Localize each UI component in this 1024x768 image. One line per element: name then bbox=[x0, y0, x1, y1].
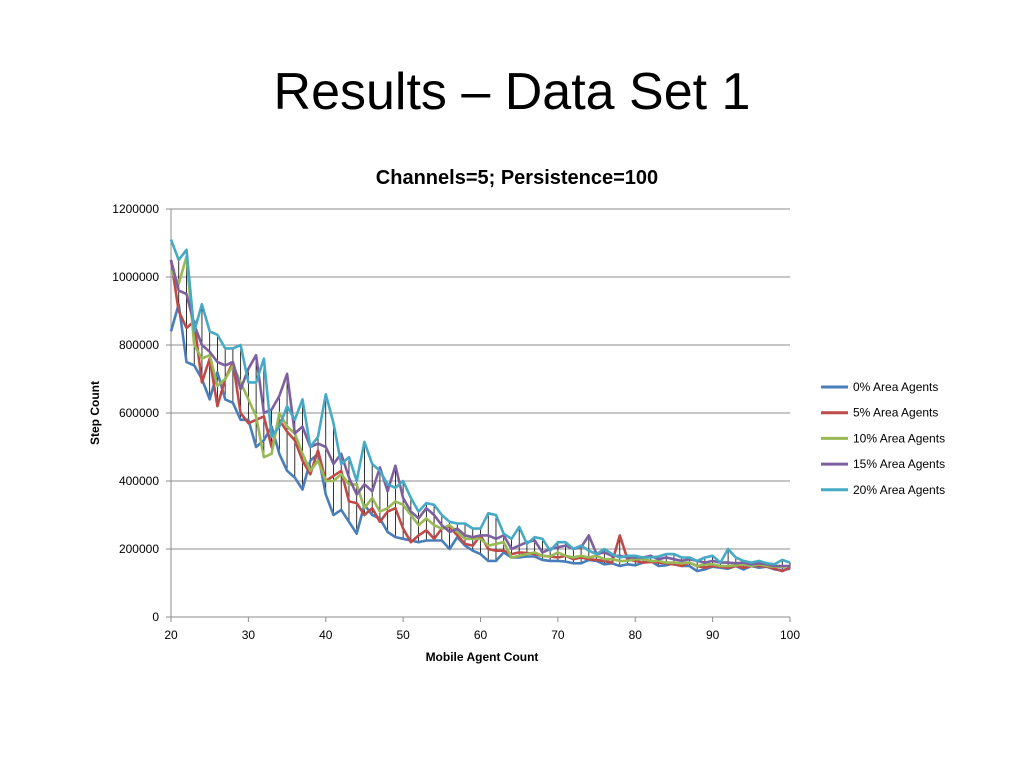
y-tick-label: 200000 bbox=[119, 542, 159, 556]
y-tick-label: 1200000 bbox=[112, 202, 159, 216]
x-tick-label: 100 bbox=[780, 628, 800, 642]
tick-labels: 0 200000 400000 600000 800000 1000000 1200000 2… bbox=[112, 202, 800, 642]
y-tick-label: 1000000 bbox=[112, 270, 159, 284]
y-tick-label: 0 bbox=[152, 610, 159, 624]
x-tick-label: 20 bbox=[164, 628, 178, 642]
series-line-4 bbox=[169, 239, 791, 566]
legend-label-4: 20% Area Agents bbox=[853, 483, 945, 497]
gridlines bbox=[171, 208, 790, 550]
series-line-1 bbox=[169, 259, 791, 573]
x-tick-label: 70 bbox=[551, 628, 565, 642]
legend: 0% Area Agents 5% Area Agents 10% Area Age… bbox=[821, 380, 945, 497]
x-tick-label: 50 bbox=[396, 628, 410, 642]
y-axis-label: Step Count bbox=[88, 381, 102, 445]
y-tick-label: 800000 bbox=[119, 338, 159, 352]
x-tick-label: 90 bbox=[706, 628, 720, 642]
legend-label-1: 5% Area Agents bbox=[853, 406, 938, 420]
axes bbox=[166, 208, 791, 622]
x-tick-label: 60 bbox=[474, 628, 488, 642]
x-tick-label: 80 bbox=[629, 628, 643, 642]
x-axis-label: Mobile Agent Count bbox=[426, 650, 539, 664]
series-line-3 bbox=[169, 259, 790, 568]
legend-label-0: 0% Area Agents bbox=[853, 380, 938, 394]
slide-title: Results – Data Set 1 bbox=[273, 63, 751, 121]
series-line-2 bbox=[169, 255, 791, 569]
chart-title: Channels=5; Persistence=100 bbox=[376, 167, 658, 189]
y-tick-label: 600000 bbox=[119, 406, 159, 420]
series-lines bbox=[169, 239, 791, 573]
legend-label-2: 10% Area Agents bbox=[853, 431, 945, 445]
x-tick-label: 30 bbox=[242, 628, 256, 642]
x-tick-label: 40 bbox=[319, 628, 333, 642]
y-tick-label: 400000 bbox=[119, 474, 159, 488]
legend-label-3: 15% Area Agents bbox=[853, 457, 945, 471]
